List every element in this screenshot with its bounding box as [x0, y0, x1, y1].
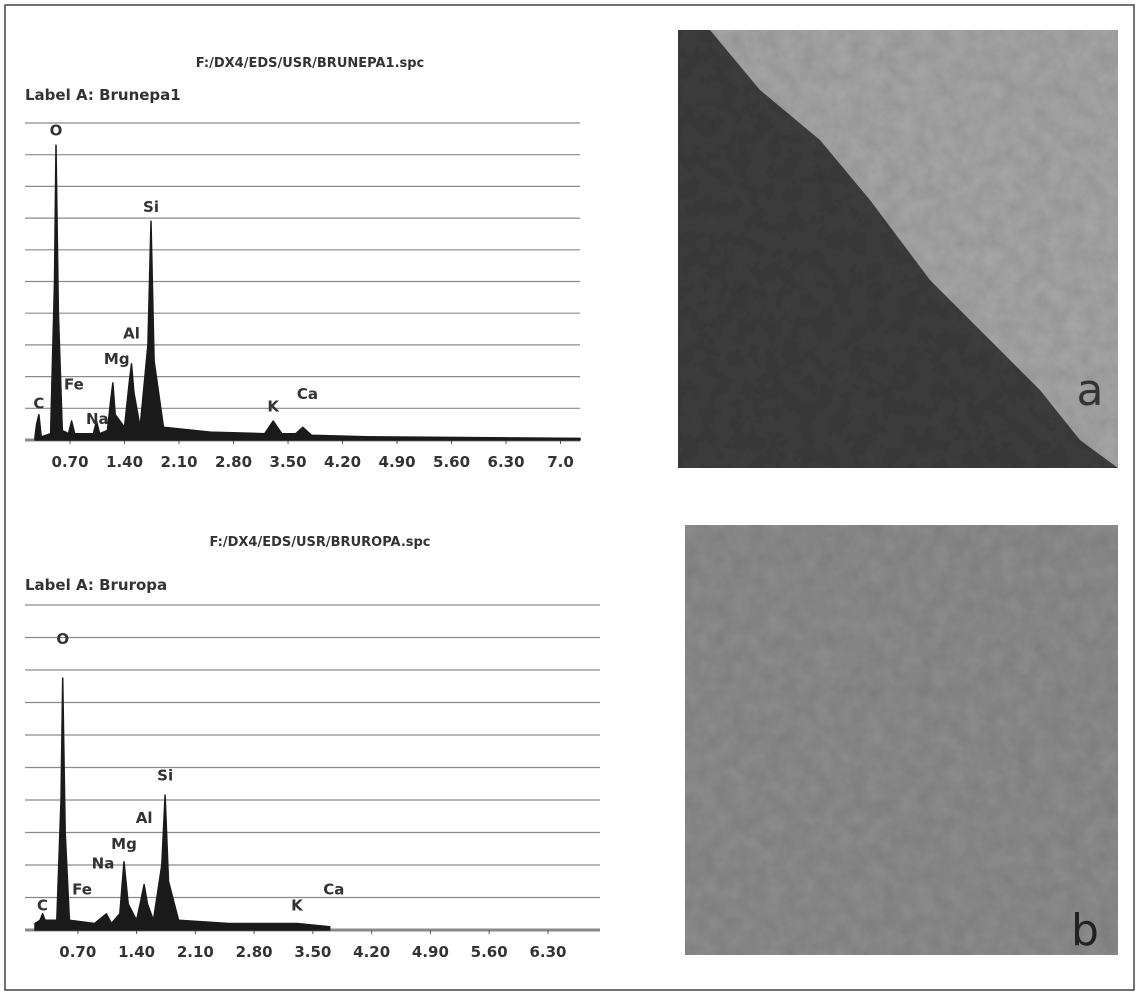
x-tick-label: 7.0 — [547, 453, 574, 471]
sem-image-a — [678, 30, 1118, 468]
peak-label: Ca — [323, 880, 344, 898]
peak-label: K — [291, 897, 304, 915]
peak-label: K — [267, 397, 280, 415]
x-tick-label: 6.30 — [529, 943, 566, 961]
peak-label: C — [33, 394, 44, 412]
sem-image-b — [685, 525, 1118, 955]
peak-label: O — [56, 630, 69, 648]
peak-label: C — [37, 897, 48, 915]
x-tick-label: 2.80 — [215, 453, 252, 471]
peak-label: Ca — [297, 385, 318, 403]
peak-label: Al — [123, 325, 140, 343]
x-tick-label: 3.50 — [270, 453, 307, 471]
chart-title: F:/DX4/EDS/USR/BRUNEPA1.spc — [196, 56, 425, 71]
x-tick-label: 6.30 — [488, 453, 525, 471]
x-tick-label: 4.90 — [379, 453, 416, 471]
x-tick-label: 1.40 — [106, 453, 143, 471]
peak-label: Al — [136, 809, 153, 827]
x-tick-label: 2.10 — [161, 453, 198, 471]
panel-label: a — [1077, 365, 1104, 416]
x-tick-label: 0.70 — [59, 943, 96, 961]
spectrum — [34, 677, 331, 931]
peak-label: Na — [92, 854, 115, 872]
peak-label: Na — [86, 410, 109, 428]
peak-label: Si — [143, 198, 159, 216]
x-tick-label: 4.20 — [353, 943, 390, 961]
peak-label: Mg — [111, 835, 137, 853]
figure-frame — [4, 4, 1135, 991]
peak-label: Fe — [64, 375, 84, 393]
x-tick-label: 1.40 — [118, 943, 155, 961]
panel-label: b — [1071, 905, 1099, 956]
peak-label: O — [50, 122, 63, 140]
x-tick-label: 4.90 — [412, 943, 449, 961]
x-tick-label: 0.70 — [52, 453, 89, 471]
x-tick-label: 2.80 — [236, 943, 273, 961]
chart-subtitle: Label A: Brunepa1 — [25, 86, 181, 104]
chart-subtitle: Label A: Bruropa — [25, 576, 167, 594]
peak-label: Fe — [72, 880, 92, 898]
chart-title: F:/DX4/EDS/USR/BRUROPA.spc — [209, 535, 430, 550]
spectrum — [34, 144, 581, 441]
x-tick-label: 4.20 — [324, 453, 361, 471]
x-tick-label: 5.60 — [433, 453, 470, 471]
x-tick-label: 3.50 — [294, 943, 331, 961]
peak-label: Si — [157, 767, 173, 785]
x-tick-label: 5.60 — [471, 943, 508, 961]
x-tick-label: 2.10 — [177, 943, 214, 961]
peak-label: Mg — [104, 350, 130, 368]
